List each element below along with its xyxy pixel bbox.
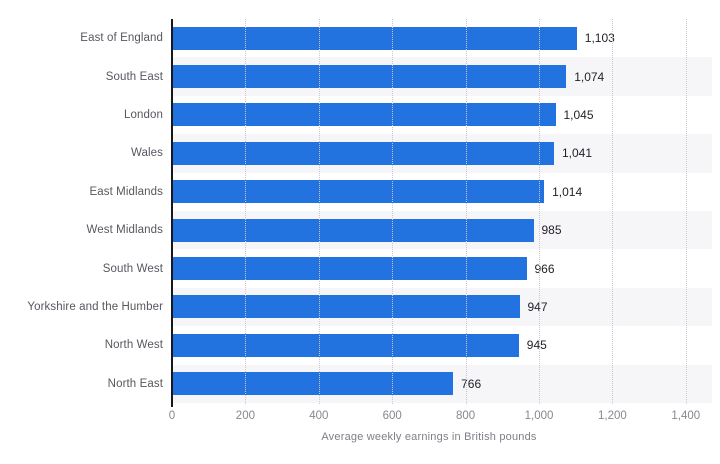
x-axis-title: Average weekly earnings in British pound… — [321, 431, 537, 443]
x-axis-ticks: 0 200 400 600 800 1,000 1,200 1,400 — [0, 410, 720, 424]
chart-row: South East 1,074 — [0, 57, 712, 96]
x-tick-label: 1,000 — [524, 410, 554, 422]
x-tick-label: 400 — [309, 410, 329, 422]
plot-cell: 947 — [172, 287, 712, 327]
bar — [172, 372, 454, 396]
value-label: 1,041 — [562, 146, 593, 161]
value-label: 945 — [526, 338, 547, 353]
bar — [172, 333, 519, 357]
category-label: Yorkshire and the Humber — [27, 300, 163, 313]
chart-row: North West 945 — [0, 326, 712, 364]
x-tick-label: 1,200 — [598, 410, 627, 422]
value-label: 985 — [541, 223, 562, 238]
value-label: 766 — [461, 376, 482, 391]
chart-row: East of England 1,103 — [0, 19, 712, 57]
plot-cell: 1,014 — [172, 173, 712, 211]
category-label: South West — [102, 262, 163, 275]
chart-row: East Midlands 1,014 — [0, 173, 712, 211]
plot-cell: 1,103 — [172, 19, 712, 57]
bar — [172, 257, 527, 281]
plot-cell: 985 — [172, 210, 712, 250]
category-label: London — [124, 108, 163, 121]
plot-cell: 766 — [172, 364, 712, 403]
chart-row: North East 766 — [0, 364, 712, 403]
value-label: 947 — [527, 299, 548, 314]
category-label: North East — [107, 377, 163, 390]
bar — [172, 103, 556, 127]
value-label: 966 — [534, 261, 555, 276]
value-label: 1,014 — [552, 184, 583, 199]
chart-row: Wales 1,041 — [0, 134, 712, 173]
category-label: East Midlands — [89, 185, 163, 198]
plot-cell: 966 — [172, 249, 712, 287]
plot-cell: 1,074 — [172, 57, 712, 96]
x-tick-label: 600 — [382, 410, 402, 422]
bar — [172, 295, 520, 319]
chart-rows: East of England 1,103 South East 1,074 Londo… — [0, 19, 712, 403]
bar — [172, 141, 554, 165]
x-tick-label: 0 — [168, 410, 176, 422]
bar — [172, 26, 577, 50]
chart-row: London 1,045 — [0, 96, 712, 134]
value-label: 1,045 — [563, 107, 594, 122]
plot-cell: 1,041 — [172, 134, 712, 173]
value-label: 1,103 — [584, 31, 615, 46]
x-tick-label: 200 — [235, 410, 255, 422]
x-tick-label: 800 — [456, 410, 476, 422]
category-label: North West — [104, 339, 163, 352]
x-tick-label: 1,400 — [671, 410, 701, 422]
bar — [172, 180, 545, 204]
plot-cell: 1,045 — [172, 96, 712, 134]
category-label: Wales — [130, 147, 163, 160]
chart-row: Yorkshire and the Humber 947 — [0, 287, 712, 327]
plot-cell: 945 — [172, 326, 712, 364]
bar — [172, 218, 534, 242]
category-label: West Midlands — [86, 224, 163, 237]
value-label: 1,074 — [574, 69, 605, 84]
chart-row: West Midlands 985 — [0, 210, 712, 250]
chart-row: South West 966 — [0, 249, 712, 287]
category-label: East of England — [80, 32, 163, 45]
category-label: South East — [105, 70, 163, 83]
bar — [172, 65, 567, 89]
